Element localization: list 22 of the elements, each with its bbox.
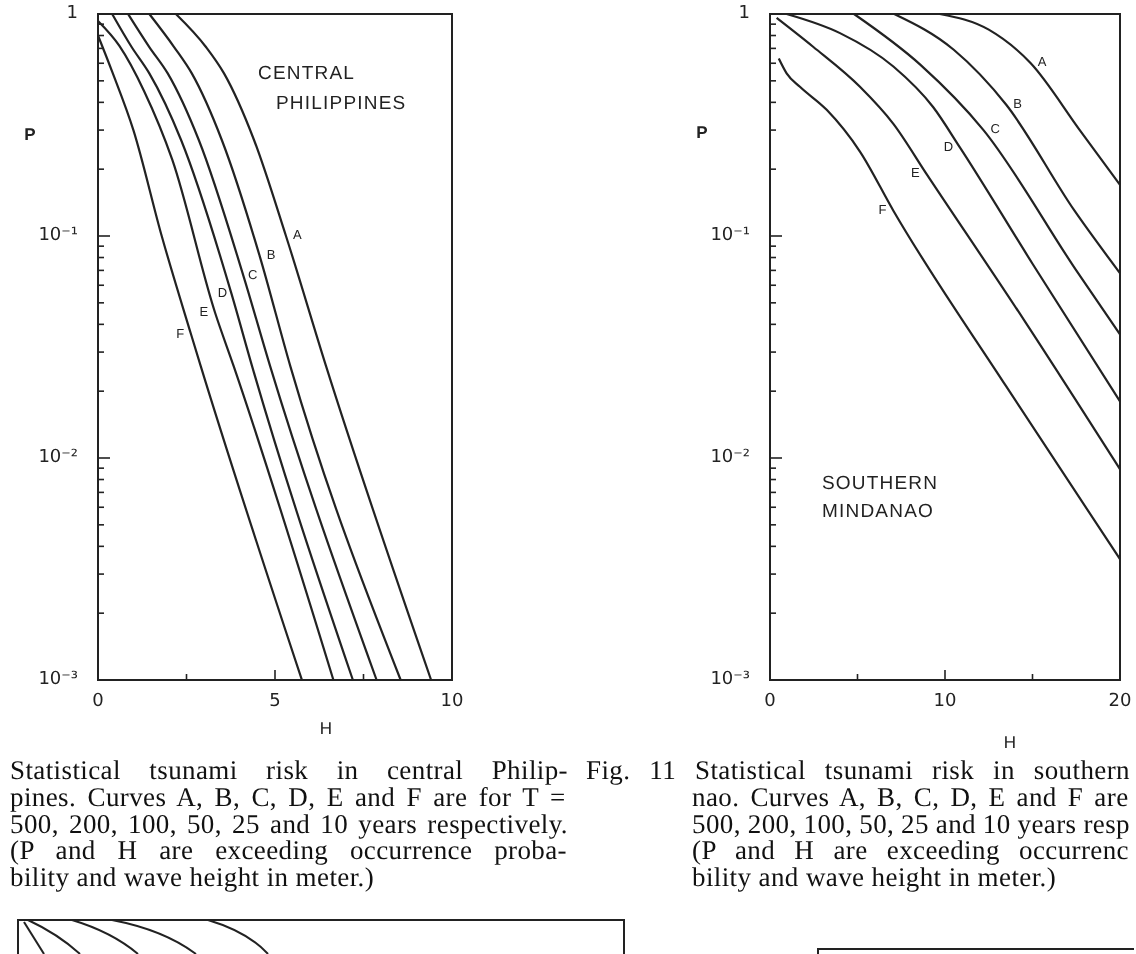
y-axis-title: P [24,124,37,144]
x-tick-label: 0 [764,692,777,712]
y-tick-label: 1 [738,4,750,24]
y-axis-title: P [696,122,709,142]
annotation: CENTRAL PHILIPPINES [258,63,407,115]
x-axis-title: H [1003,732,1017,752]
x-tick-label: 10 [933,692,957,712]
x-tick-label: 10 [440,692,464,712]
text: Statistical tsunami risk in central Philip- pines. Curves A, B, C, D, E and F are for T = 500, 200, 100, 50, 25 and 10 years respectively. (P and H are exceeding occurrence proba- bility and wave height in meter.) [10,755,569,893]
y-tick-label: 10⁻³ [38,670,79,690]
x-tick-label: 0 [92,692,105,712]
y-tick-label: 10⁻¹ [710,226,751,246]
annotation: SOUTHERN MINDANAO [822,473,939,523]
x-tick-label: 5 [269,692,281,712]
x-axis-title: H [319,718,333,738]
y-tick-label: 10⁻² [38,448,79,468]
y-tick-label: 10⁻¹ [38,226,79,246]
y-tick-label: 10⁻² [710,448,751,468]
caption: Fig. 11 Statistical tsunami risk in southern nao. Curves A, B, C, D, E and F are 500, 200, 100, 50, 25 and 10 years resp (P and H are exceeding occurrenc bility and wave height in meter.) [586,755,1131,893]
y-tick-label: 10⁻³ [710,670,751,690]
y-tick-label: 1 [66,4,78,24]
x-tick-label: 20 [1108,692,1132,712]
